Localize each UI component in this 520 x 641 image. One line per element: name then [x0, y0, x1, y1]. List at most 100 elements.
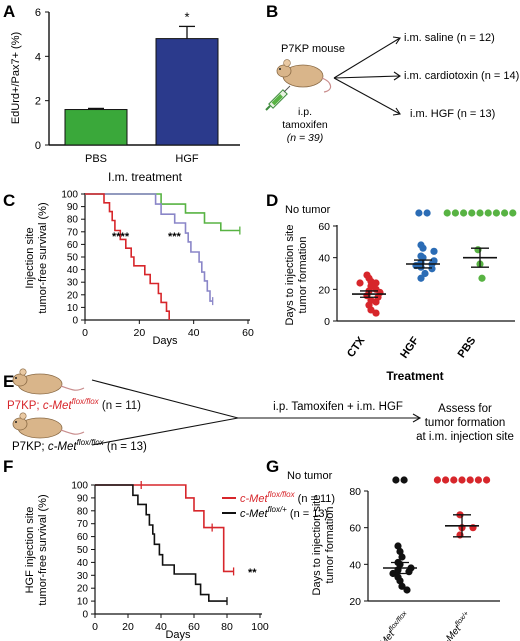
d-no-tumor-point [415, 209, 423, 217]
e-mouse-2-label: P7KP; c-Metflox/flox (n = 13) [12, 438, 147, 453]
a-y-tick-label: 2 [35, 96, 41, 108]
panel-d-scatter: No tumor 0 20 40 60 CTX HGF PBS Treatment Day… [284, 204, 517, 383]
panel-label-g: G [266, 457, 279, 476]
d-no-tumor-point [501, 209, 509, 217]
b-arm-saline: i.m. saline (n = 12) [404, 32, 495, 44]
f-y-tick-label: 0 [82, 610, 88, 621]
e-treatment: i.p. Tamoxifen + i.m. HGF [273, 401, 403, 413]
e-mouse-1-label: P7KP; c-Metflox/flox (n = 11) [7, 397, 141, 412]
g-no-tumor-point [400, 476, 408, 484]
g-data-point [405, 568, 413, 576]
d-x-tick-label: HGF [398, 335, 421, 361]
g-no-tumor-point [483, 476, 491, 484]
f-y-tick-label: 40 [77, 558, 89, 569]
g-y-tick-label: 20 [349, 596, 361, 608]
g-y-tick-label: 60 [349, 523, 361, 535]
e-mouse-icon-1 [12, 368, 85, 395]
f-y-tick-label: 90 [77, 493, 89, 504]
f-legend-red: c-Metflox/flox (n = 11) [240, 490, 335, 505]
g-y-tick-label: 40 [349, 559, 361, 571]
c-y-tick-label: 0 [72, 316, 78, 327]
f-x-tick-label: 20 [122, 621, 134, 633]
f-y-tick-label: 70 [77, 519, 89, 530]
d-data-point [478, 274, 486, 282]
d-no-tumor-point [423, 209, 431, 217]
f-y-tick-label: 30 [77, 571, 89, 582]
g-no-tumor-point [433, 476, 441, 484]
c-y-tick-label: 20 [67, 290, 79, 301]
c-x-tick-label: 20 [133, 327, 145, 339]
c-annotation-purple: *** [168, 231, 182, 243]
f-y-tick-label: 80 [77, 506, 89, 517]
d-x-tick-label: PBS [456, 335, 479, 360]
b-arm-hgf: i.m. HGF (n = 13) [410, 108, 495, 120]
d-no-tumor-point [509, 209, 517, 217]
g-no-tumor-point [450, 476, 458, 484]
c-x-axis-label: Days [152, 335, 178, 347]
d-data-point [372, 298, 380, 306]
d-data-point [419, 244, 427, 252]
panel-label-a: A [3, 2, 15, 21]
f-legend: c-Metflox/flox (n = 11) c-Metflox/+ (n =… [222, 490, 335, 520]
c-x-tick-label: 0 [82, 327, 88, 339]
d-no-tumor-point [443, 209, 451, 217]
d-data-point [417, 274, 425, 282]
f-legend-black: c-Metflox/+ (n = 13) [240, 505, 328, 520]
c-y-tick-label: 60 [67, 240, 79, 251]
f-y-axis-label-2: tumor-free survival (%) [37, 494, 49, 605]
panel-b-schematic: P7KP mouse i.p. tamoxifen (n = 39) i.m. … [265, 32, 519, 144]
e-outcome-line-2: tumor formation [425, 417, 506, 429]
f-y-tick-label: 100 [71, 481, 88, 492]
a-significance: * [184, 9, 189, 24]
d-data-point [372, 309, 380, 317]
c-y-tick-label: 10 [67, 303, 79, 314]
g-x-tick-label: c-Metflox/flox [372, 610, 413, 641]
d-x-tick-label: CTX [345, 334, 368, 359]
d-y-axis-label-2: tumor formation [297, 236, 309, 313]
f-x-tick-label: 60 [188, 621, 200, 633]
c-y-axis-label-2: tumor-free survival (%) [37, 202, 49, 313]
g-data-point [403, 586, 411, 594]
panel-label-c: C [3, 191, 15, 210]
d-y-tick-label: 60 [318, 221, 330, 233]
b-syringe-icon [265, 85, 291, 111]
d-data-point [356, 279, 364, 287]
f-y-axis-label-1: HGF injection site [24, 507, 36, 594]
g-y-axis-label-2: tumor formation [324, 506, 336, 583]
a-x-tick-label: PBS [85, 153, 107, 165]
b-arm-cardiotoxin: i.m. cardiotoxin (n = 14) [404, 70, 519, 82]
c-series-green [85, 193, 240, 232]
f-annotation: ** [248, 567, 257, 579]
d-x-axis-label: Treatment [386, 369, 443, 383]
f-x-tick-label: 40 [155, 621, 167, 633]
d-no-tumor-point [476, 209, 484, 217]
c-y-axis-label-1: Injection site [24, 227, 36, 288]
e-outcome-line-3: at i.m. injection site [416, 431, 514, 443]
panel-g-scatter: No tumor 20 40 60 80 c-Metflox/flox c-Metflo… [287, 470, 500, 641]
c-series-purple [85, 193, 213, 302]
f-x-tick-label: 0 [92, 621, 98, 633]
e-mouse-icon-2 [12, 412, 85, 439]
a-y-tick-label: 6 [35, 7, 41, 19]
f-series-black [95, 484, 227, 602]
a-y-axis-label: EdUrd+/Pax7+ (%) [10, 32, 22, 124]
d-no-tumor-point [484, 209, 492, 217]
b-inject-line-1: i.p. [298, 106, 312, 118]
f-x-axis-label: Days [165, 629, 191, 641]
d-no-tumor-point [460, 209, 468, 217]
panel-label-e: E [3, 372, 14, 391]
b-arrows [333, 36, 401, 116]
d-no-tumor-label: No tumor [285, 204, 331, 216]
d-no-tumor-point [492, 209, 500, 217]
c-y-tick-label: 40 [67, 265, 79, 276]
c-y-tick-label: 30 [67, 278, 79, 289]
e-arrow [91, 379, 422, 446]
d-data-point [421, 269, 429, 278]
e-outcome-line-1: Assess for [438, 403, 492, 415]
panel-label-b: B [266, 2, 278, 21]
c-x-tick-label: 60 [242, 327, 254, 339]
g-no-tumor-point [458, 476, 466, 484]
